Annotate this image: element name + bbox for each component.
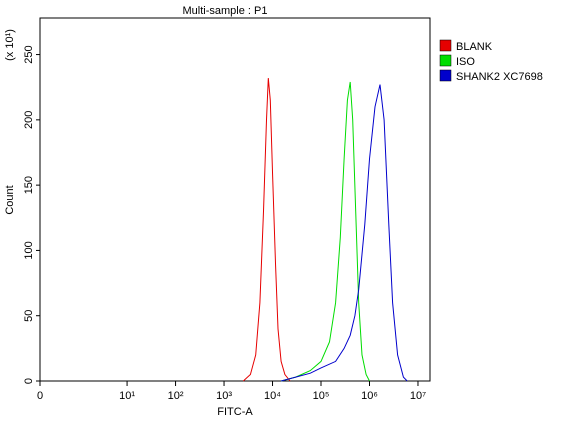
legend-swatch — [439, 54, 452, 67]
x-tick-label: 10¹ — [119, 390, 135, 402]
x-tick-label: 10² — [168, 390, 184, 402]
y-axis-label: Count — [4, 185, 16, 214]
legend-label: ISO — [456, 56, 475, 68]
histogram-line — [280, 81, 370, 382]
x-axis-label: FITC-A — [217, 406, 253, 418]
y-tick-label: 100 — [23, 241, 35, 259]
histogram-line — [280, 84, 408, 382]
y-tick-label: 250 — [23, 45, 35, 63]
chart-title: Multi-sample : P1 — [183, 5, 268, 17]
x-tick-label: 10⁷ — [410, 390, 426, 402]
y-tick-label: 50 — [23, 310, 35, 322]
x-tick-label: 10⁶ — [361, 390, 378, 402]
legend-swatch — [439, 39, 452, 52]
legend-swatch — [439, 69, 452, 82]
plot-frame — [39, 17, 431, 382]
histogram-line — [242, 78, 291, 382]
x-tick-label: 10⁵ — [313, 390, 330, 402]
y-tick-label: 200 — [23, 111, 35, 129]
y-tick-label: 0 — [23, 378, 35, 384]
legend-label: SHANK2 XC7698 — [456, 71, 543, 83]
x-tick-label: 10³ — [216, 390, 232, 402]
x-tick-label: 10⁴ — [264, 390, 281, 402]
y-multiplier: (x 10¹) — [4, 29, 16, 61]
x-tick-label: 0 — [37, 390, 43, 402]
y-tick-label: 150 — [23, 176, 35, 194]
legend-label: BLANK — [456, 41, 493, 53]
